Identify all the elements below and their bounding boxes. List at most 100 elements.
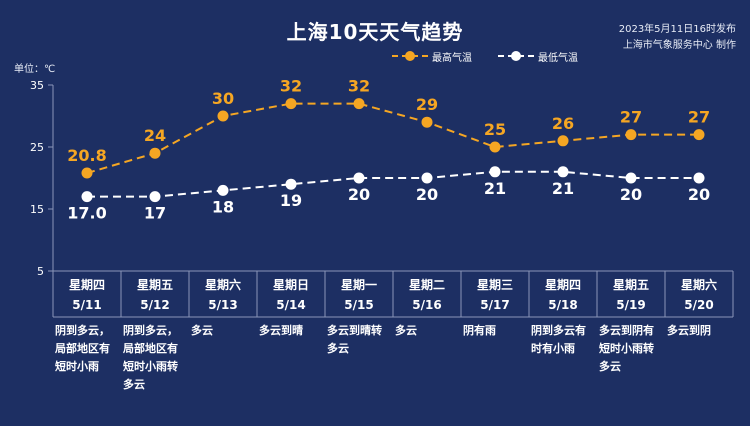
day-columns: 星期四 5/11 星期五 5/12 星期六 5/13 星期日 5/14 星期一 5/15 星期二 5/… — [53, 272, 733, 318]
weather-line: 阴到多云， — [123, 324, 178, 337]
weather-line: 多云到晴 — [259, 324, 303, 337]
legend-high-marker-icon — [392, 51, 428, 61]
weather-line: 多云 — [599, 360, 621, 373]
high-temp-label: 30 — [212, 89, 234, 108]
weekday-label: 星期六 — [204, 278, 241, 292]
weekday-label: 星期二 — [408, 278, 445, 292]
low-temp-line — [87, 170, 699, 198]
weather-line: 阴有雨 — [463, 324, 496, 337]
low-temp-point — [421, 172, 433, 184]
high-temp-label: 25 — [484, 120, 506, 139]
weekday-label: 星期三 — [476, 278, 513, 292]
low-temp-label: 21 — [552, 179, 574, 198]
weather-line: 多云 — [395, 324, 417, 337]
date-label: 5/18 — [548, 298, 578, 312]
weather-description: 多云到阴有短时小雨转多云 — [599, 322, 665, 376]
weather-description: 阴到多云有 时有小雨 — [531, 322, 597, 358]
high-temp-label: 27 — [620, 108, 642, 127]
date-label: 5/15 — [344, 298, 374, 312]
date-label: 5/19 — [616, 298, 646, 312]
day-header: 星期一 5/15 — [325, 272, 393, 318]
low-temp-point — [217, 184, 229, 196]
page-title: 上海10天天气趋势 — [286, 20, 464, 44]
high-temp-line — [86, 102, 699, 174]
high-temp-point — [217, 110, 229, 122]
low-temp-label: 19 — [280, 191, 302, 210]
weather-description: 多云到晴转 多云 — [327, 322, 393, 358]
weather-line: 局部地区有 — [55, 342, 110, 355]
low-temp-point — [557, 166, 569, 178]
weekday-label: 星期五 — [612, 278, 649, 292]
weather-line: 多云 — [191, 324, 213, 337]
day-header: 星期五 5/12 — [121, 272, 189, 318]
date-label: 5/20 — [684, 298, 714, 312]
y-tick-label: 25 — [30, 141, 44, 154]
high-temp-point — [353, 98, 365, 110]
high-temp-label: 26 — [552, 114, 574, 133]
weather-line: 多云到阴 — [667, 324, 711, 337]
low-temp-label: 17 — [144, 204, 166, 223]
publish-info: 2023年5月11日16时发布 上海市气象服务中心 制作 — [619, 22, 736, 54]
y-tick-label: 15 — [30, 203, 44, 216]
low-temp-label: 21 — [484, 179, 506, 198]
day-header: 星期二 5/16 — [393, 272, 461, 318]
low-temp-label: 20 — [688, 185, 710, 204]
weather-line: 阴到多云， — [55, 324, 110, 337]
high-temp-point — [421, 116, 433, 128]
day-header: 星期六 5/20 — [665, 272, 733, 318]
high-temp-label: 32 — [280, 77, 302, 96]
weather-line: 多云到晴转 — [327, 324, 382, 337]
legend-low-marker-icon — [498, 51, 534, 61]
weather-line: 局部地区有 — [123, 342, 178, 355]
legend-high-label: 最高气温 — [432, 53, 472, 64]
day-header: 星期四 5/18 — [529, 272, 597, 318]
high-temp-point — [489, 141, 501, 153]
unit-label: 单位：℃ — [14, 64, 56, 75]
low-temp-point — [353, 172, 365, 184]
low-temp-point — [149, 191, 161, 203]
weather-line: 阴到多云有 — [531, 324, 586, 337]
weather-line: 多云 — [327, 342, 349, 355]
low-temp-label: 17.0 — [67, 204, 106, 223]
day-header: 星期五 5/19 — [597, 272, 665, 318]
high-temp-point — [557, 135, 569, 147]
low-temp-point — [489, 166, 501, 178]
date-label: 5/12 — [140, 298, 170, 312]
weekday-label: 星期六 — [680, 278, 717, 292]
low-temp-point — [285, 178, 297, 190]
day-header: 星期六 5/13 — [189, 272, 257, 318]
high-temp-point — [81, 167, 93, 179]
date-label: 5/16 — [412, 298, 442, 312]
publisher: 上海市气象服务中心 制作 — [622, 40, 736, 51]
high-temp-label: 27 — [688, 108, 710, 127]
low-temp-point — [625, 172, 637, 184]
weekday-label: 星期日 — [272, 278, 309, 292]
date-label: 5/14 — [276, 298, 306, 312]
low-temp-label: 20 — [348, 185, 370, 204]
y-tick-label: 5 — [37, 265, 44, 278]
weekday-label: 星期五 — [136, 278, 173, 292]
weather-line: 时有小雨 — [531, 342, 575, 355]
day-header: 星期三 5/17 — [461, 272, 529, 318]
weather-line: 多云到阴有 — [599, 324, 654, 337]
weekday-label: 星期一 — [340, 278, 377, 292]
day-header: 星期日 5/14 — [257, 272, 325, 318]
weather-description: 阴有雨 — [463, 322, 529, 340]
low-temp-label: 20 — [620, 185, 642, 204]
high-temp-point — [285, 98, 297, 110]
weather-description: 多云 — [191, 322, 257, 340]
date-label: 5/17 — [480, 298, 510, 312]
weather-line: 短时小雨转 — [599, 342, 654, 355]
low-temp-label: 20 — [416, 185, 438, 204]
y-tick-label: 35 — [30, 79, 44, 92]
legend-low-label: 最低气温 — [538, 53, 578, 64]
weather-line: 多云 — [123, 378, 145, 391]
low-temp-point — [693, 172, 705, 184]
high-temp-label: 32 — [348, 77, 370, 96]
low-temp-point — [81, 191, 93, 203]
weather-description: 多云到晴 — [259, 322, 325, 340]
high-temp-label: 20.8 — [67, 146, 106, 165]
publish-time: 2023年5月11日16时发布 — [618, 24, 736, 35]
